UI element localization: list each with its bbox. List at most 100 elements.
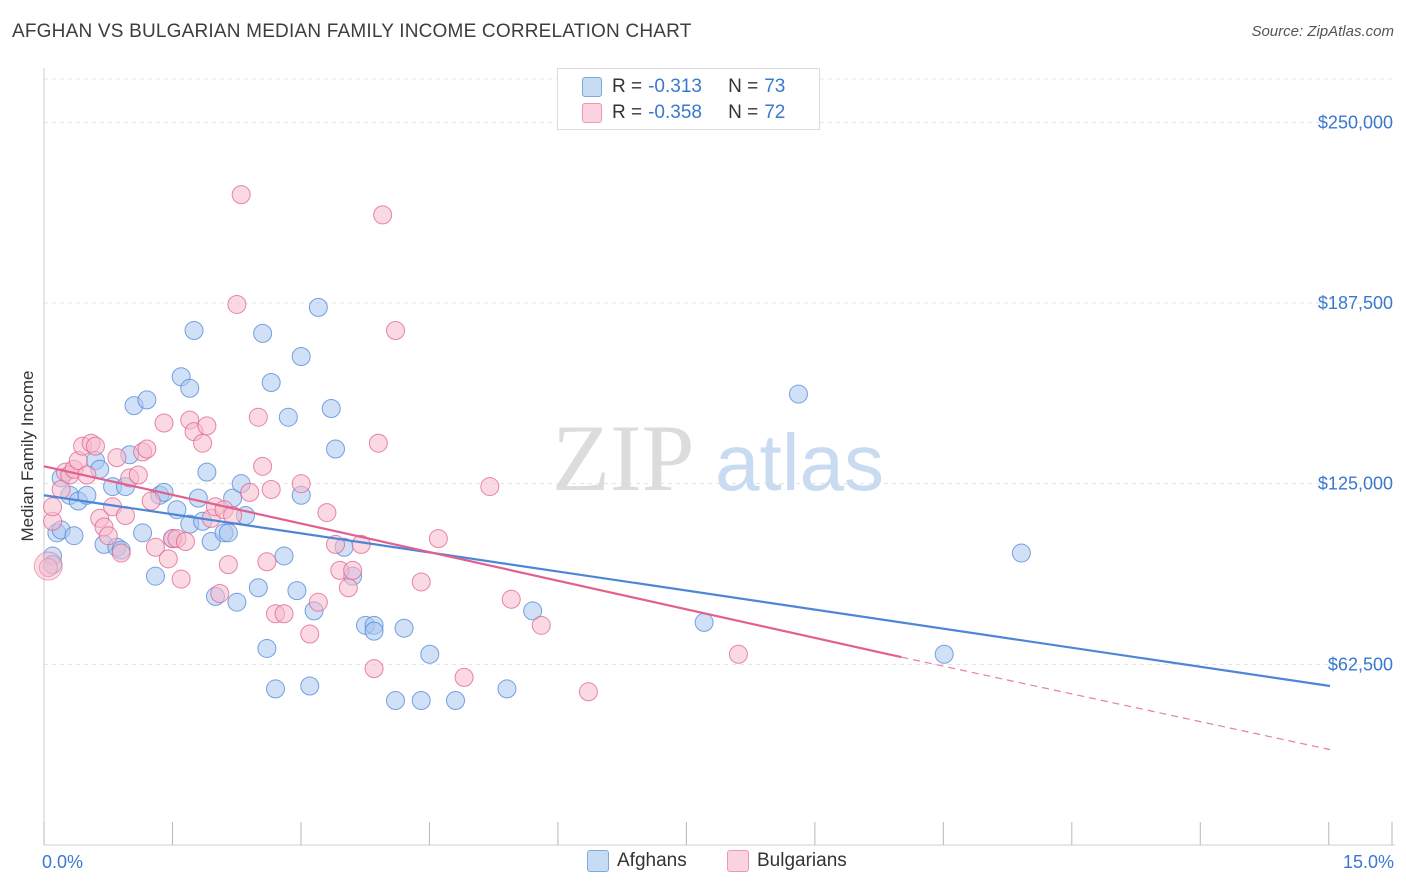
bulgarian-point	[128, 465, 148, 485]
bulgarian-point	[300, 624, 320, 644]
afghan-point	[197, 462, 217, 482]
bulgarian-point	[85, 436, 105, 456]
afghan-point	[321, 399, 341, 419]
r-label: R =	[612, 102, 643, 123]
bulgarian-point	[141, 491, 161, 511]
chart-title: AFGHAN VS BULGARIAN MEDIAN FAMILY INCOME…	[12, 21, 692, 42]
afghan-point	[446, 690, 466, 710]
afghan-point	[300, 676, 320, 696]
bulgarian-point	[261, 479, 281, 499]
bulgarian-point	[308, 592, 328, 612]
y-tick-labels: $62,500 $125,000 $187,500 $250,000	[1318, 112, 1393, 674]
bulgarian-point	[145, 537, 165, 557]
y-tick-label: $62,500	[1328, 654, 1393, 674]
r-value: -0.313	[648, 76, 702, 97]
bulgarian-point	[111, 543, 131, 563]
bulgarian-point	[338, 578, 358, 598]
afghan-point	[77, 485, 97, 505]
bulgarian-point	[223, 505, 243, 525]
afghan-point	[411, 690, 431, 710]
y-axis-label: Median Family Income	[18, 370, 37, 542]
y-tick-label: $187,500	[1318, 293, 1393, 313]
correlation-legend: R = -0.313 N = 73 R = -0.358 N = 72	[557, 68, 820, 130]
legend-item-afghans: Afghans	[587, 850, 687, 872]
afghan-point	[184, 320, 204, 340]
afghan-point	[291, 346, 311, 366]
afghan-point	[394, 618, 414, 638]
bulgarians-trend-extension	[901, 656, 1331, 751]
bulgarian-point	[158, 549, 178, 569]
legend-label: Afghans	[617, 850, 687, 871]
bulgarians-swatch	[727, 850, 749, 872]
bulgarian-point	[240, 482, 260, 502]
bulgarian-point	[578, 682, 598, 702]
bulgarian-point	[373, 205, 393, 225]
gridlines	[44, 78, 1395, 665]
afghan-point	[261, 373, 281, 393]
afghan-point	[227, 592, 247, 612]
y-tick-label: $250,000	[1318, 112, 1393, 132]
bulgarian-point	[343, 560, 363, 580]
afghan-point	[64, 526, 84, 546]
x-min-label: 0.0%	[42, 852, 84, 872]
y-tick-label: $125,000	[1318, 474, 1393, 494]
afghan-point	[257, 638, 277, 658]
bulgarian-point	[98, 526, 118, 546]
bulgarian-point	[197, 416, 217, 436]
bulgarian-point	[364, 659, 384, 679]
afghan-point	[308, 297, 328, 317]
bulgarians-trend-line	[43, 465, 902, 659]
bulgarian-point	[386, 320, 406, 340]
bulgarian-point	[137, 439, 157, 459]
bulgarian-point	[154, 413, 174, 433]
afghan-point	[265, 679, 285, 699]
afghan-point	[325, 439, 345, 459]
bulgarian-point	[210, 584, 230, 604]
afghan-point	[133, 523, 153, 543]
watermark: ZIP atlas	[552, 405, 884, 511]
afghan-point	[253, 323, 273, 343]
afghan-point	[274, 546, 294, 566]
legend-row-afghans: R = -0.313 N = 73	[582, 74, 785, 100]
bulgarian-point	[175, 531, 195, 551]
bulgarian-point	[253, 456, 273, 476]
bulgarian-point	[531, 615, 551, 635]
bulgarian-point	[218, 555, 238, 575]
afghan-point	[420, 644, 440, 664]
bulgarian-point	[257, 552, 277, 572]
afghan-point	[788, 384, 808, 404]
bulgarian-point	[171, 569, 191, 589]
bulgarian-point	[231, 185, 251, 205]
afghan-point	[218, 523, 238, 543]
bulgarian-point	[193, 433, 213, 453]
afghans-swatch	[582, 77, 602, 97]
bulgarian-point	[248, 407, 268, 427]
watermark-zip: ZIP	[552, 405, 695, 511]
afghan-point	[1011, 543, 1031, 563]
bulgarian-point	[43, 497, 63, 517]
bulgarian-point	[454, 667, 474, 687]
data-points	[33, 185, 1031, 710]
afghan-point	[934, 644, 954, 664]
n-label: N =	[728, 76, 759, 97]
r-value: -0.358	[648, 102, 702, 123]
trend-lines	[43, 465, 1331, 751]
bulgarian-point	[411, 572, 431, 592]
source-label: Source: ZipAtlas.com	[1251, 23, 1394, 40]
afghan-point	[248, 578, 268, 598]
bulgarian-point	[501, 589, 521, 609]
afghan-point	[180, 378, 200, 398]
bulgarian-point	[227, 294, 247, 314]
bulgarian-point	[728, 644, 748, 664]
afghan-point	[386, 690, 406, 710]
afghan-point	[287, 581, 307, 601]
legend-row-bulgarians: R = -0.358 N = 72	[582, 100, 785, 126]
bulgarian-point	[107, 448, 127, 468]
bulgarian-point	[480, 477, 500, 497]
bulgarian-point	[317, 503, 337, 523]
x-max-label: 15.0%	[1342, 852, 1394, 872]
n-label: N =	[728, 102, 759, 123]
bulgarian-point	[428, 529, 448, 549]
afghan-point	[694, 612, 714, 632]
